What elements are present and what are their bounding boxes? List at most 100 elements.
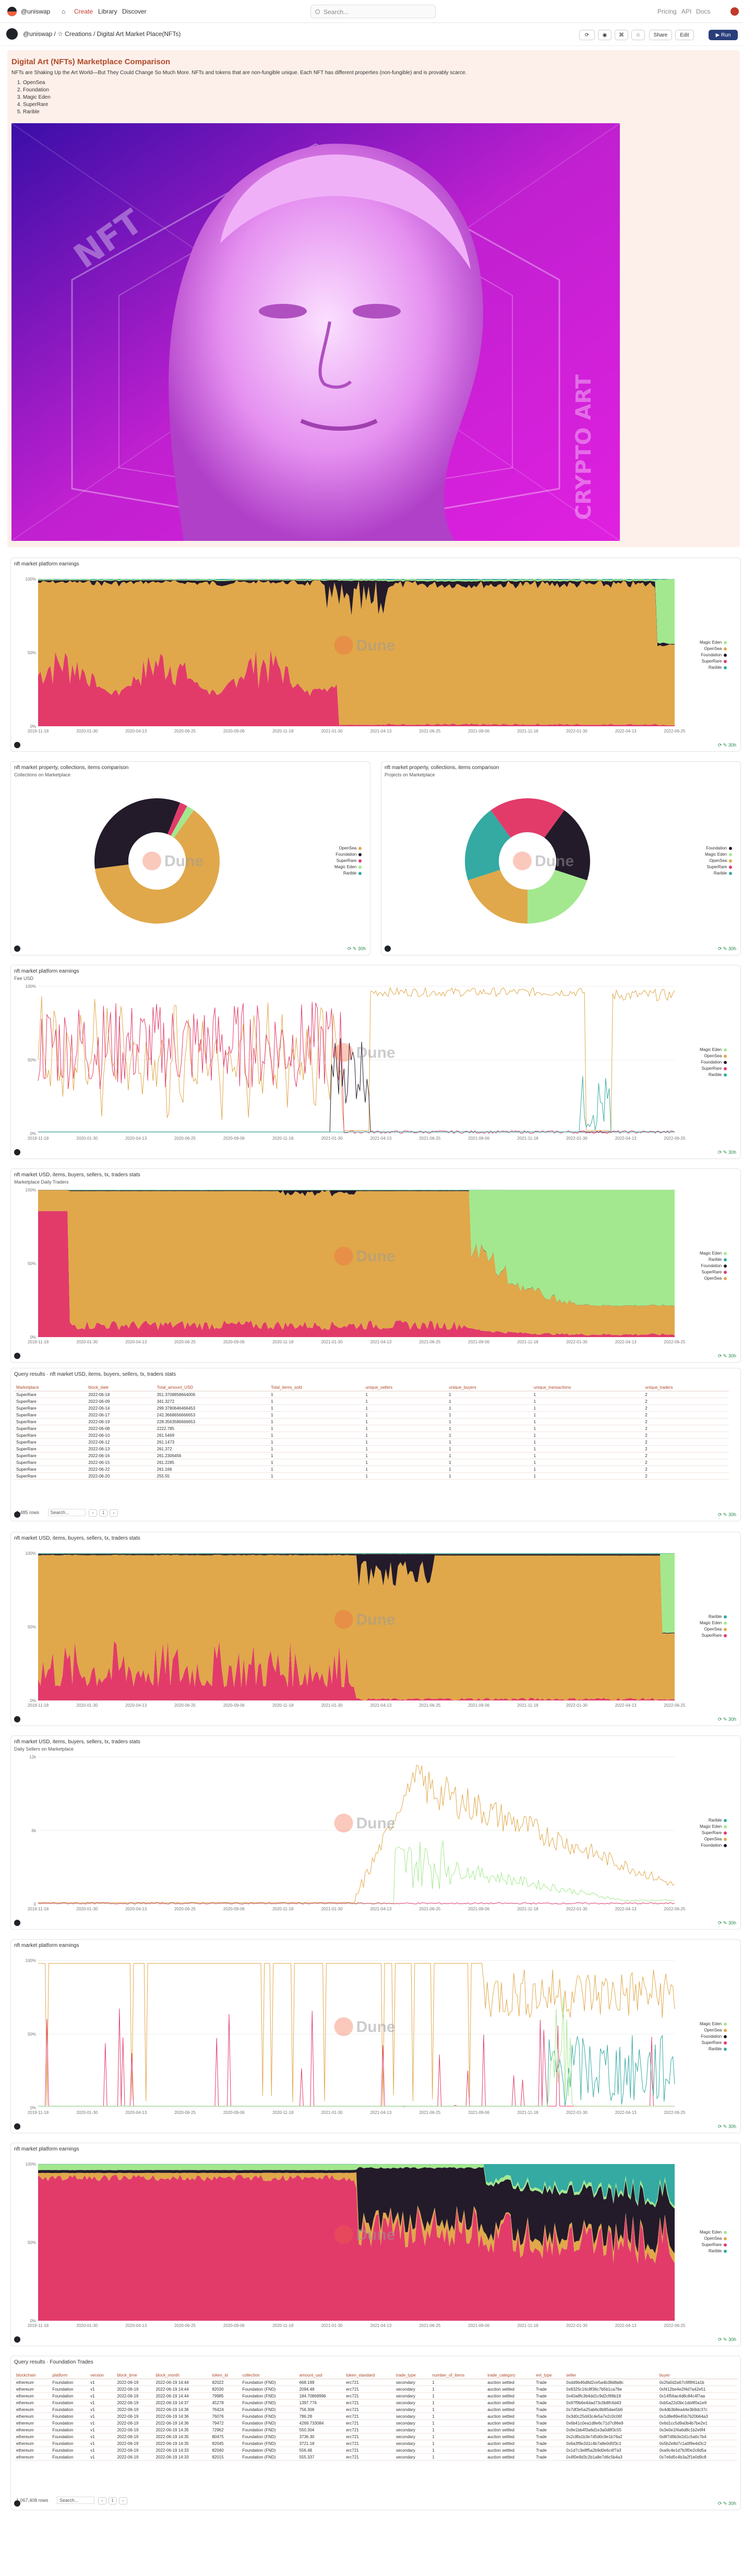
link-pricing[interactable]: Pricing [657,8,677,15]
legend-entry[interactable]: Foundation [700,1263,727,1269]
legend-entry[interactable]: Foundation [334,852,362,858]
card-actions[interactable]: ⟳ ✎ 30h [717,2501,736,2506]
legend-entry[interactable]: SuperRare [334,858,362,864]
area-series[interactable] [38,648,675,726]
creator-avatar[interactable] [14,1149,20,1155]
table-row[interactable]: SuperRare 2022-06-14 299.3780646466453 1 1 1 1… [14,1404,729,1412]
legend-entry[interactable]: SuperRare [700,1066,727,1072]
table-row[interactable]: SuperRare 2022-06-13 261.372 1 1 1 1 2 [14,1445,729,1452]
pie-slice[interactable] [171,806,194,838]
table-row[interactable]: ethereum Foundation v1 2022-06-19 2022-06-19… [14,2379,737,2386]
nav-create[interactable]: Create [74,8,93,15]
column-header[interactable]: unique_traders [643,1384,729,1391]
legend-entry[interactable]: Rarible [700,1614,727,1620]
card-actions[interactable]: ⟳ ✎ 30h [347,946,366,951]
legend-entry[interactable]: SuperRare [700,1269,727,1275]
column-header[interactable]: token_standard [344,2372,394,2379]
pie-slice[interactable] [544,810,590,881]
page-1-button[interactable]: 1 [99,1509,108,1517]
pie-slice[interactable] [468,869,528,924]
card-actions[interactable]: ⟳ ✎ 30h [717,1920,736,1925]
card-actions[interactable]: ⟳ ✎ 30h [717,1512,736,1517]
table-row[interactable]: SuperRare 2022-06-22 261.166 1 1 1 1 2 [14,1466,729,1473]
legend-entry[interactable]: Foundation [700,1059,727,1066]
table-row[interactable]: ethereum Foundation v1 2022-06-19 2022-06-19… [14,2385,737,2393]
edit-button[interactable]: Edit [675,30,694,40]
legend-entry[interactable]: SuperRare [700,658,727,665]
creator-avatar[interactable] [14,946,20,952]
table-row[interactable]: ethereum Foundation v1 2022-06-19 2022-06-19… [14,2426,737,2433]
pie-slice[interactable] [167,802,187,836]
legend-entry[interactable]: Rarible [700,2248,727,2254]
card-actions[interactable]: ⟳ ✎ 30h [717,1150,736,1155]
embed-icon[interactable]: ⌘ [615,30,628,40]
area-series[interactable] [38,1554,675,1700]
line-series[interactable] [38,2035,675,2107]
line-series[interactable] [38,1002,675,1134]
column-header[interactable]: buyer [657,2372,737,2379]
area-series[interactable] [38,580,675,646]
column-header[interactable]: block_date [86,1384,155,1391]
search-input[interactable]: Search... [310,5,436,18]
legend-entry[interactable]: Magic Eden [700,640,727,646]
legend-entry[interactable]: Magic Eden [705,852,733,858]
column-header[interactable]: block_month [153,2372,210,2379]
legend-entry[interactable]: Foundation [705,845,733,852]
legend-entry[interactable]: Magic Eden [700,2229,727,2236]
column-header[interactable]: seller [564,2372,657,2379]
table-row[interactable]: ethereum Foundation v1 2022-06-19 2022-06-19… [14,2399,737,2406]
workspace-name[interactable]: @uniswap [21,8,51,15]
card-actions[interactable]: ⟳ ✎ 30h [717,1353,736,1358]
legend-entry[interactable]: SuperRare [700,2242,727,2248]
run-button[interactable]: ▶ Run [709,30,738,40]
next-page-button[interactable]: › [118,2497,127,2504]
next-page-button[interactable]: › [110,1509,118,1517]
prev-page-button[interactable]: ‹ [89,1509,98,1517]
column-header[interactable]: Total_amount_USD [154,1384,269,1391]
pie-slice[interactable] [94,798,181,869]
line-series[interactable] [38,1765,675,1903]
pie-slice[interactable] [528,869,588,924]
card-actions[interactable]: ⟳ ✎ 30h [717,2124,736,2129]
creator-avatar[interactable] [14,1716,20,1722]
prev-page-button[interactable]: ‹ [98,2497,106,2504]
creator-avatar[interactable] [14,2123,20,2130]
column-header[interactable]: unique_transactions [531,1384,643,1391]
area-series[interactable] [38,1190,675,1306]
nav-home-icon[interactable]: ⌂ [62,8,66,15]
table-row[interactable]: SuperRare 2022-06-09 341.3272 1 1 1 1 2 [14,1398,729,1405]
legend-entry[interactable]: Magic Eden [700,1047,727,1053]
nav-library[interactable]: Library [98,8,117,15]
legend-entry[interactable]: Magic Eden [700,2021,727,2027]
column-header[interactable]: amount_usd [297,2372,344,2379]
column-header[interactable]: version [88,2372,115,2379]
table-row[interactable]: ethereum Foundation v1 2022-06-19 2022-06-19… [14,2453,737,2461]
refresh-button[interactable]: ⟳ [579,30,595,40]
link-api[interactable]: API [681,8,692,15]
line-series[interactable] [38,1076,675,1132]
area-series[interactable] [38,2164,675,2209]
legend-entry[interactable]: OpenSea [334,845,362,852]
area-series[interactable] [38,1553,675,1554]
legend-entry[interactable]: SuperRare [705,864,733,870]
legend-entry[interactable]: Magic Eden [700,1250,727,1257]
legend-entry[interactable]: Foundation [700,1842,727,1849]
column-header[interactable]: unique_buyers [447,1384,532,1391]
legend-entry[interactable]: Rarible [700,2046,727,2052]
legend-entry[interactable]: Foundation [700,652,727,658]
table-row[interactable]: SuperRare 2022-06-10 261.5469 1 1 1 1 2 [14,1432,729,1439]
table-row[interactable]: SuperRare 2022-06-19 228.3563586666653 1 1 1 1… [14,1418,729,1425]
line-series[interactable] [38,1963,675,2106]
legend-entry[interactable]: OpenSea [700,1626,727,1633]
area-series[interactable] [38,579,675,581]
column-header[interactable]: Total_items_sold [269,1384,364,1391]
table-row[interactable]: SuperRare 2022-06-15 261.2285 1 1 1 1 2 [14,1459,729,1466]
legend-entry[interactable]: SuperRare [700,1633,727,1639]
column-header[interactable]: evt_type [534,2372,565,2379]
user-avatar[interactable] [730,7,739,16]
column-header[interactable]: trade_category [485,2372,534,2379]
table-row[interactable]: ethereum Foundation v1 2022-06-19 2022-06-19… [14,2419,737,2427]
pie-slice[interactable] [490,798,565,838]
table-row[interactable]: ethereum Foundation v1 2022-06-19 2022-06-19… [14,2413,737,2420]
legend-entry[interactable]: Rarible [705,870,733,877]
